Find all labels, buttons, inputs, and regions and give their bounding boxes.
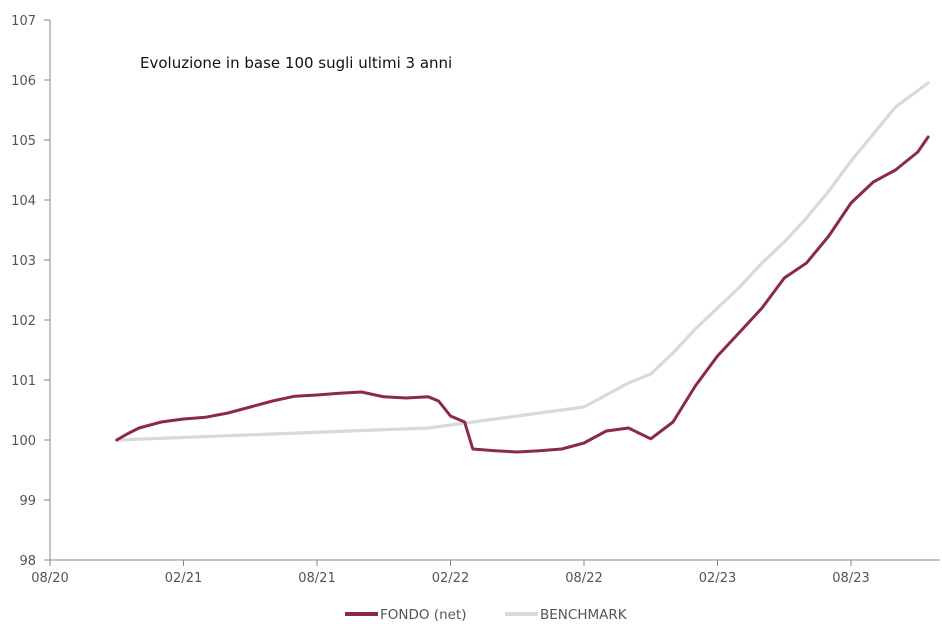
x-tick-label: 02/23 [699,571,736,586]
series-line-benchmark [115,81,930,442]
series-line-fondo [115,135,930,454]
y-tick-label: 106 [11,74,36,89]
x-tick-label: 08/21 [298,571,335,586]
x-tick-label: 08/23 [832,571,869,586]
x-tick-label: 08/20 [31,571,68,586]
legend-label-fondo: FONDO (net) [380,607,467,623]
y-tick-label: 101 [11,374,36,389]
x-tick-label: 08/22 [565,571,602,586]
y-tick-label: 99 [19,494,36,509]
y-tick-label: 100 [11,434,36,449]
legend-label-benchmark: BENCHMARK [540,607,628,623]
y-tick-label: 103 [11,254,36,269]
y-tick-label: 104 [11,194,36,209]
series-layer [115,81,930,454]
x-axis-ticks: 08/20 02/21 08/21 02/22 08/22 02/23 08/23 [31,560,870,586]
x-tick-label: 02/21 [165,571,202,586]
y-tick-label: 107 [11,14,36,29]
legend: FONDO (net) BENCHMARK [345,607,628,623]
y-tick-label: 105 [11,134,36,149]
y-tick-label: 98 [19,554,36,569]
y-tick-label: 102 [11,314,36,329]
x-tick-label: 02/22 [432,571,469,586]
chart-annotation: Evoluzione in base 100 sugli ultimi 3 an… [140,54,452,72]
y-axis-ticks: 98 99 100 101 102 103 104 105 106 107 [11,14,50,569]
